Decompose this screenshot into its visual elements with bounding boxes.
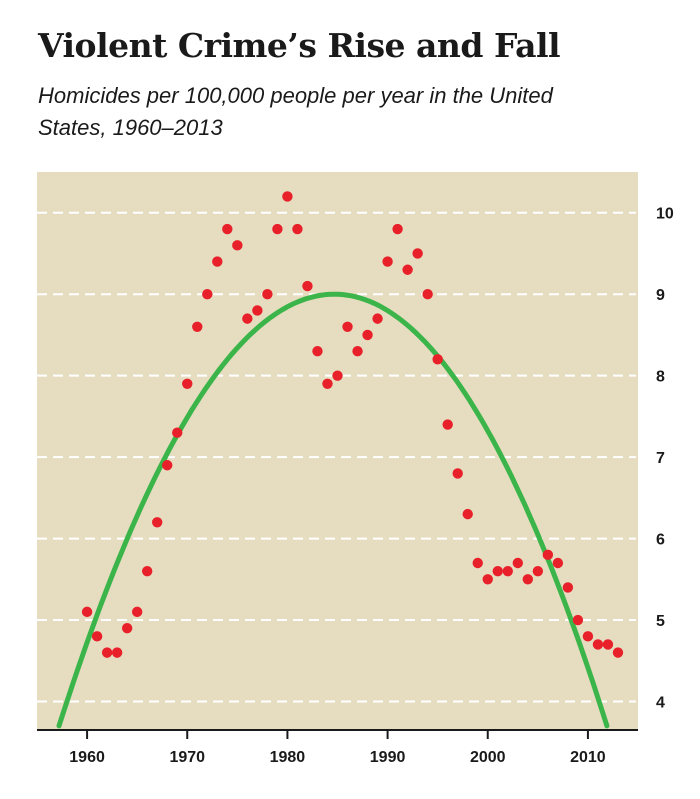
x-tick-label: 1970 (169, 749, 205, 766)
chart-title: Violent Crime’s Rise and Fall (38, 26, 561, 65)
data-point (101, 647, 113, 658)
x-tick-label: 1980 (270, 749, 306, 766)
data-point (392, 223, 403, 235)
data-point (282, 191, 293, 202)
data-point (312, 346, 323, 357)
data-point (272, 223, 283, 235)
data-point (422, 288, 433, 300)
data-point (522, 574, 534, 585)
y-tick-label: 9 (656, 287, 665, 304)
data-point (292, 223, 303, 235)
data-point (482, 574, 493, 585)
data-point (592, 639, 604, 650)
data-point (512, 557, 523, 569)
x-tick-label: 2010 (570, 749, 606, 766)
x-tick-label: 1990 (370, 749, 406, 766)
x-axis-ticks: 1960 1970 1980 1990 2000 2010 (69, 730, 606, 766)
data-point (192, 321, 203, 332)
data-point (532, 565, 544, 577)
trend-curve (56, 291, 610, 729)
data-point (91, 631, 103, 642)
data-point (372, 313, 383, 324)
data-point (111, 647, 123, 658)
gridlines (37, 211, 636, 703)
x-tick-label: 1960 (69, 749, 105, 766)
data-point (162, 460, 173, 471)
data-point (81, 606, 93, 618)
data-point (492, 565, 503, 577)
data-point (302, 280, 313, 292)
data-point (141, 565, 153, 577)
y-tick-label: 8 (656, 369, 665, 386)
data-point (332, 370, 343, 381)
data-point (442, 419, 453, 430)
x-tick-label: 2000 (470, 749, 506, 766)
y-tick-label: 10 (656, 206, 674, 223)
plot-background (37, 172, 638, 730)
data-point (182, 378, 193, 389)
data-points (81, 191, 624, 658)
data-point (612, 647, 624, 658)
data-point (202, 288, 213, 300)
data-point (602, 639, 614, 650)
data-point (352, 346, 363, 357)
data-point (121, 622, 133, 634)
data-point (542, 549, 554, 561)
data-point (131, 606, 143, 618)
data-point (152, 517, 163, 528)
data-point (472, 557, 483, 569)
data-point (572, 614, 584, 626)
y-tick-label: 5 (656, 613, 665, 630)
data-point (462, 508, 473, 520)
y-tick-label: 6 (656, 532, 665, 549)
chart-subtitle: Homicides per 100,000 people per year in… (38, 83, 553, 140)
data-point (432, 354, 443, 365)
data-point (322, 378, 333, 389)
data-point (212, 256, 223, 267)
data-point (342, 321, 353, 332)
data-point (382, 256, 393, 267)
data-point (232, 240, 243, 251)
data-point (172, 427, 183, 438)
data-point (552, 557, 564, 569)
y-axis-ticks: 4 5 6 7 8 9 10 (656, 206, 674, 712)
y-tick-label: 7 (656, 450, 665, 467)
data-point (502, 565, 513, 577)
data-point (242, 313, 253, 324)
data-point (262, 288, 273, 300)
data-point (452, 468, 463, 479)
trend-curve-group (56, 291, 610, 729)
y-tick-label: 4 (656, 694, 665, 711)
data-point (402, 264, 413, 275)
data-point (562, 582, 574, 593)
data-point (362, 329, 373, 341)
data-point (222, 223, 233, 235)
data-point (252, 305, 263, 316)
data-point (582, 631, 594, 642)
data-point (412, 248, 423, 259)
